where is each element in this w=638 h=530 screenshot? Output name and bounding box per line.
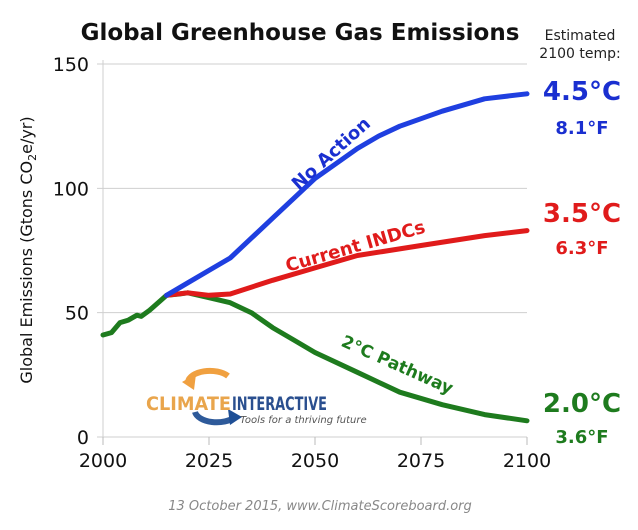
temp-fahrenheit: 6.3°F <box>555 238 608 259</box>
y-tick-label: 0 <box>77 427 89 449</box>
logo-word-interactive: INTERACTIVE <box>232 393 327 415</box>
temp-fahrenheit: 3.6°F <box>555 427 608 448</box>
x-tick-label: 2100 <box>503 450 551 472</box>
temp-header-line1: Estimated <box>545 28 616 44</box>
y-tick-label: 100 <box>53 178 89 200</box>
x-tick-label: 2050 <box>291 450 339 472</box>
logo-arrow-blue-head <box>228 409 242 425</box>
temp-celsius: 2.0°C <box>543 389 621 419</box>
footer-credit: 13 October 2015, www.ClimateScoreboard.o… <box>168 499 472 514</box>
y-axis-label: Global Emissions (Gtons CO2e/yr) <box>17 116 39 383</box>
temp-fahrenheit: 8.1°F <box>555 118 608 139</box>
x-tick-label: 2075 <box>397 450 445 472</box>
series-label: No Action <box>288 113 375 194</box>
series-line-1 <box>164 228 530 298</box>
logo-word-climate: CLIMATE <box>146 393 231 415</box>
y-tick-label: 50 <box>65 303 89 325</box>
temp-header-line2: 2100 temp: <box>539 46 620 62</box>
logo-tagline: Tools for a thriving future <box>240 415 367 426</box>
logo-arrow-orange-head <box>182 374 196 390</box>
x-tick-label: 2000 <box>79 450 127 472</box>
temp-celsius: 4.5°C <box>543 77 621 107</box>
chart-title: Global Greenhouse Gas Emissions <box>81 20 520 46</box>
y-tick-label: 150 <box>53 54 89 76</box>
x-tick-label: 2025 <box>185 450 233 472</box>
series-line-0 <box>164 91 530 298</box>
logo: CLIMATE INTERACTIVE Tools for a thriving… <box>146 367 367 426</box>
temp-celsius: 3.5°C <box>543 199 621 229</box>
